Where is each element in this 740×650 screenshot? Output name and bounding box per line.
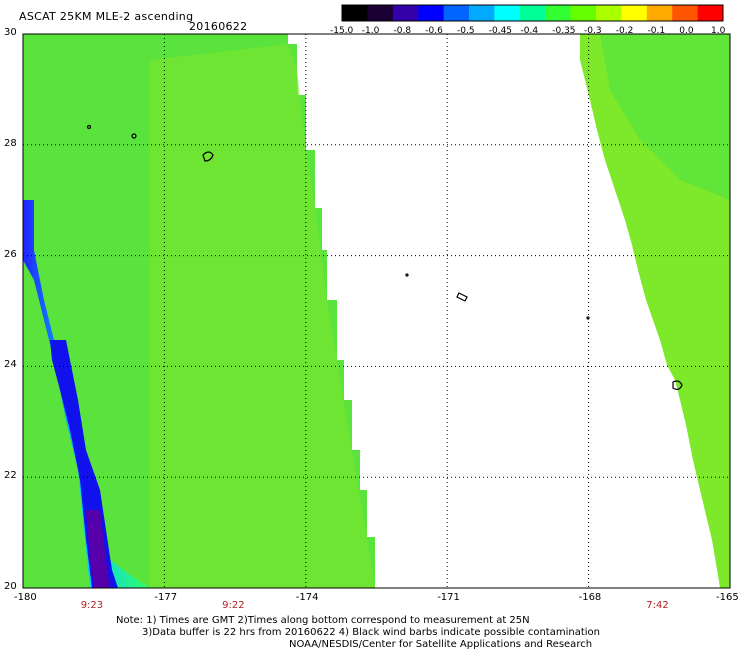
- swath-left-bright: [150, 44, 375, 588]
- latitude-label: 24: [4, 359, 17, 371]
- longitude-label: -177: [154, 592, 178, 603]
- colorbar-label: -0.8: [393, 26, 412, 36]
- pass-time-label: 9:22: [222, 600, 245, 611]
- colorbar: [341, 4, 724, 22]
- colorbar-label: -0.45: [488, 26, 513, 36]
- colorbar-cell: [570, 5, 597, 21]
- longitude-label: -168: [578, 592, 602, 603]
- credit-line: NOAA/NESDIS/Center for Satellite Applica…: [289, 639, 593, 650]
- colorbar-label: -0.35: [552, 26, 576, 36]
- colorbar-label: -15.0: [330, 26, 354, 36]
- longitude-label: -165: [716, 592, 739, 603]
- colorbar-label: -0.4: [520, 26, 539, 36]
- island-outlines: [86, 124, 683, 391]
- latitude-label: 22: [4, 470, 17, 482]
- colorbar-cell: [494, 5, 521, 21]
- longitude-label: -174: [295, 592, 319, 603]
- colorbar-cell: [646, 5, 673, 21]
- latitude-label: 30: [4, 27, 17, 38]
- latitude-label: 26: [4, 248, 17, 260]
- pass-time-label: 9:23: [80, 600, 104, 611]
- note-line-1: Note: 1) Times are GMT 2)Times along bot…: [116, 615, 530, 626]
- colorbar-label: -0.1: [647, 26, 666, 36]
- latitude-label: 28: [4, 137, 17, 149]
- colorbar-cell: [697, 5, 724, 21]
- colorbar-label: 0.0: [679, 26, 694, 36]
- colorbar-cell: [443, 5, 470, 21]
- colorbar-label: -0.5: [457, 26, 475, 36]
- product-title: ASCAT 25KM MLE-2 ascending: [19, 10, 194, 23]
- colorbar-cell: [469, 5, 495, 21]
- colorbar-cell: [418, 5, 445, 21]
- colorbar-label: -0.2: [615, 26, 634, 36]
- note-line-2: 3)Data buffer is 22 hrs from 20160622 4)…: [142, 627, 600, 638]
- longitude-label: -171: [437, 592, 460, 603]
- colorbar-cell: [342, 5, 368, 21]
- colorbar-cell: [519, 5, 546, 21]
- longitude-label: -180: [14, 592, 37, 603]
- latitude-label: 20: [4, 581, 17, 592]
- colorbar-cell: [392, 5, 419, 21]
- product-date: 20160622: [189, 20, 248, 33]
- map-frame: [22, 33, 731, 589]
- pass-time-label: 7:42: [646, 600, 669, 611]
- swath-right-green: [600, 34, 730, 200]
- colorbar-cell: [596, 5, 622, 21]
- colorbar-label: -0.6: [425, 26, 443, 36]
- colorbar-label: 1.0: [711, 26, 726, 36]
- colorbar-cell: [367, 5, 394, 21]
- colorbar-label: -0.3: [584, 26, 602, 36]
- colorbar-label: -1.0: [361, 26, 380, 36]
- colorbar-cell: [545, 5, 572, 21]
- colorbar-cell: [621, 5, 648, 21]
- swath-left-purple: [86, 510, 110, 588]
- colorbar-cell: [672, 5, 699, 21]
